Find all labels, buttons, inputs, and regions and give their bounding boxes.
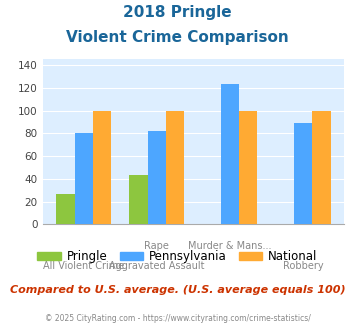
- Text: Murder & Mans...: Murder & Mans...: [188, 241, 272, 251]
- Bar: [294, 123, 312, 224]
- Bar: [75, 133, 93, 224]
- Text: 2018 Pringle: 2018 Pringle: [123, 5, 232, 20]
- Text: Rape: Rape: [144, 241, 169, 251]
- Bar: [148, 131, 166, 224]
- Legend: Pringle, Pennsylvania, National: Pringle, Pennsylvania, National: [33, 245, 322, 268]
- Bar: [56, 194, 75, 224]
- Text: © 2025 CityRating.com - https://www.cityrating.com/crime-statistics/: © 2025 CityRating.com - https://www.city…: [45, 314, 310, 323]
- Bar: [166, 111, 184, 224]
- Text: Robbery: Robbery: [283, 261, 323, 271]
- Bar: [221, 84, 239, 224]
- Bar: [130, 176, 148, 224]
- Bar: [239, 111, 257, 224]
- Text: Violent Crime Comparison: Violent Crime Comparison: [66, 30, 289, 45]
- Text: Aggravated Assault: Aggravated Assault: [109, 261, 204, 271]
- Text: Compared to U.S. average. (U.S. average equals 100): Compared to U.S. average. (U.S. average …: [10, 285, 345, 295]
- Bar: [312, 111, 331, 224]
- Bar: [93, 111, 111, 224]
- Text: All Violent Crime: All Violent Crime: [43, 261, 124, 271]
